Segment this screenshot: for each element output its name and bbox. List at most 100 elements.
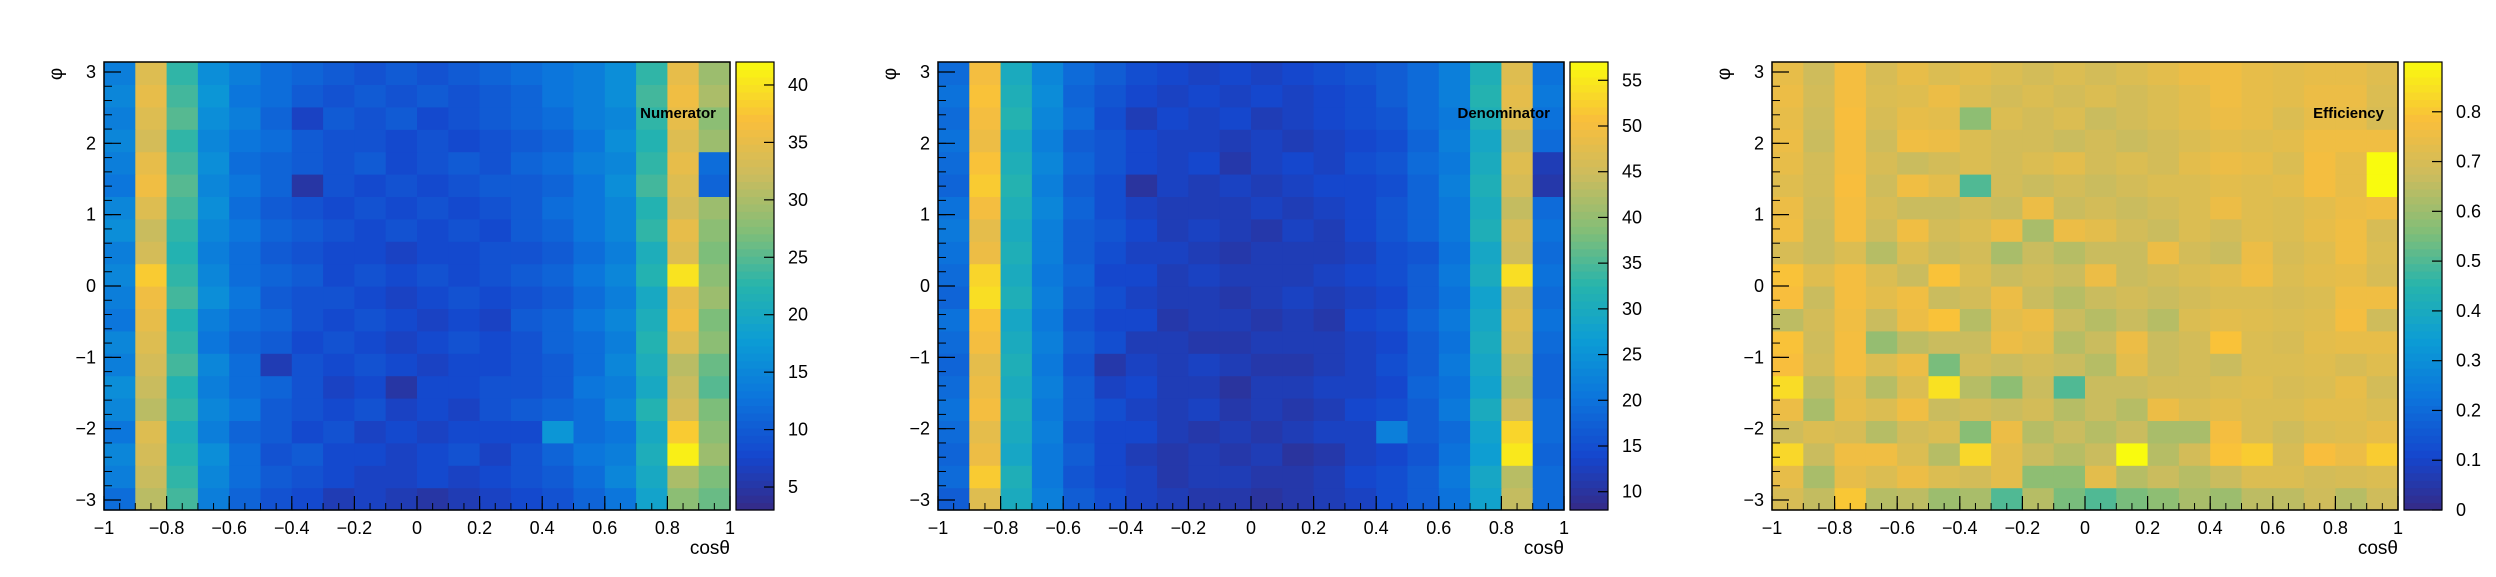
heatmap-cell <box>2116 241 2149 265</box>
heatmap-cell <box>2304 218 2336 242</box>
z-tick-label: 20 <box>788 305 808 325</box>
heatmap-cell <box>1344 465 1377 489</box>
heatmap-cell <box>2210 174 2243 197</box>
x-tick-label: 1 <box>2393 518 2403 538</box>
palette-segment <box>1570 136 1608 145</box>
heatmap-cell <box>1438 129 1471 153</box>
heatmap-cell <box>1501 196 1534 220</box>
heatmap-cell <box>1501 487 1534 511</box>
heatmap-cell <box>385 420 418 444</box>
heatmap-cell <box>260 196 293 220</box>
heatmap-cell <box>1834 420 1867 444</box>
heatmap-cell <box>938 398 970 421</box>
heatmap-cell <box>291 465 324 489</box>
heatmap-cell <box>323 487 355 511</box>
heatmap-cell <box>1063 487 1096 511</box>
heatmap-cell <box>1897 353 1930 377</box>
heatmap-cell <box>2053 84 2086 108</box>
heatmap-cell <box>1125 398 1158 421</box>
x-tick-label: 0.4 <box>530 518 555 538</box>
x-tick-label: 0.2 <box>2135 518 2160 538</box>
heatmap-cell <box>104 241 136 265</box>
heatmap-cell <box>1772 84 1804 108</box>
heatmap-cell <box>2053 353 2086 377</box>
heatmap-cell <box>1157 196 1189 220</box>
heatmap-cell <box>1991 174 2023 197</box>
heatmap-cell <box>260 241 293 265</box>
palette-segment <box>736 330 774 339</box>
palette-segment <box>1570 121 1608 130</box>
heatmap-cell <box>104 465 136 489</box>
heatmap-cell <box>1959 174 1992 197</box>
heatmap-cell <box>1897 398 1930 421</box>
heatmap-cell <box>2116 353 2149 377</box>
heatmap-cell <box>1501 398 1534 421</box>
heatmap-cell <box>1376 129 1409 153</box>
z-tick-label: 10 <box>1622 482 1642 502</box>
heatmap-cell <box>2272 151 2305 175</box>
palette-segment <box>1570 196 1608 205</box>
heatmap-cell <box>1000 263 1033 287</box>
heatmap-cell <box>698 465 731 489</box>
heatmap-cell <box>2053 62 2086 85</box>
heatmap-cell <box>260 218 293 242</box>
heatmap-cell <box>229 442 262 466</box>
heatmap-cell <box>2085 330 2117 354</box>
heatmap-cell <box>448 375 481 399</box>
palette-segment <box>2404 286 2442 295</box>
heatmap-cell <box>969 129 1002 153</box>
heatmap-cell <box>1865 218 1898 242</box>
heatmap-cell <box>1532 330 1565 354</box>
heatmap-cell <box>2053 106 2086 130</box>
heatmap-cell <box>1897 330 1930 354</box>
heatmap-cell <box>1959 308 1992 332</box>
palette-segment <box>736 278 774 287</box>
x-tick-label: 0 <box>412 518 422 538</box>
heatmap-cell <box>1438 330 1471 354</box>
y-tick-label: 0 <box>920 276 930 296</box>
heatmap-cell <box>2366 330 2399 354</box>
heatmap-cell <box>604 286 637 309</box>
heatmap-cell <box>1157 442 1189 466</box>
heatmap-cell <box>1501 442 1534 466</box>
heatmap-cell <box>969 151 1002 175</box>
heatmap-cell <box>448 308 481 332</box>
heatmap-cell <box>448 84 481 108</box>
palette-segment <box>736 106 774 115</box>
heatmap-cell <box>197 129 230 153</box>
heatmap-cell <box>1865 84 1898 108</box>
x-tick-label: −0.6 <box>211 518 247 538</box>
heatmap-cell <box>323 62 355 85</box>
heatmap-cell <box>417 398 449 421</box>
heatmap-cell <box>1376 151 1409 175</box>
heatmap-cell <box>1157 353 1189 377</box>
heatmap-cell <box>1000 398 1033 421</box>
heatmap-cell <box>938 196 970 220</box>
heatmap-cell <box>2147 330 2180 354</box>
x-tick-label: 0.8 <box>2323 518 2348 538</box>
heatmap-cell <box>1897 218 1930 242</box>
heatmap-cell <box>1803 84 1836 108</box>
palette-segment <box>1570 203 1608 212</box>
palette-segment <box>736 338 774 347</box>
heatmap-cell <box>1897 465 1930 489</box>
heatmap-cell <box>2053 420 2086 444</box>
heatmap-cell <box>1407 174 1440 197</box>
heatmap-cell <box>323 465 355 489</box>
z-tick-label: 0 <box>2456 500 2466 520</box>
heatmap-cell <box>479 151 512 175</box>
heatmap-cell <box>1282 84 1315 108</box>
heatmap-cell <box>417 151 449 175</box>
heatmap-cell <box>291 420 324 444</box>
heatmap-cell <box>1470 151 1502 175</box>
z-tick-label: 5 <box>788 477 798 497</box>
palette-segment <box>1570 472 1608 481</box>
heatmap-cell <box>1000 62 1033 85</box>
palette-segment <box>1570 84 1608 93</box>
heatmap-cell <box>1094 151 1127 175</box>
heatmap-cell <box>135 442 168 466</box>
heatmap-cell <box>573 398 606 421</box>
heatmap-cell <box>417 286 449 309</box>
heatmap-cell <box>2241 487 2274 511</box>
palette-segment <box>2404 218 2442 227</box>
